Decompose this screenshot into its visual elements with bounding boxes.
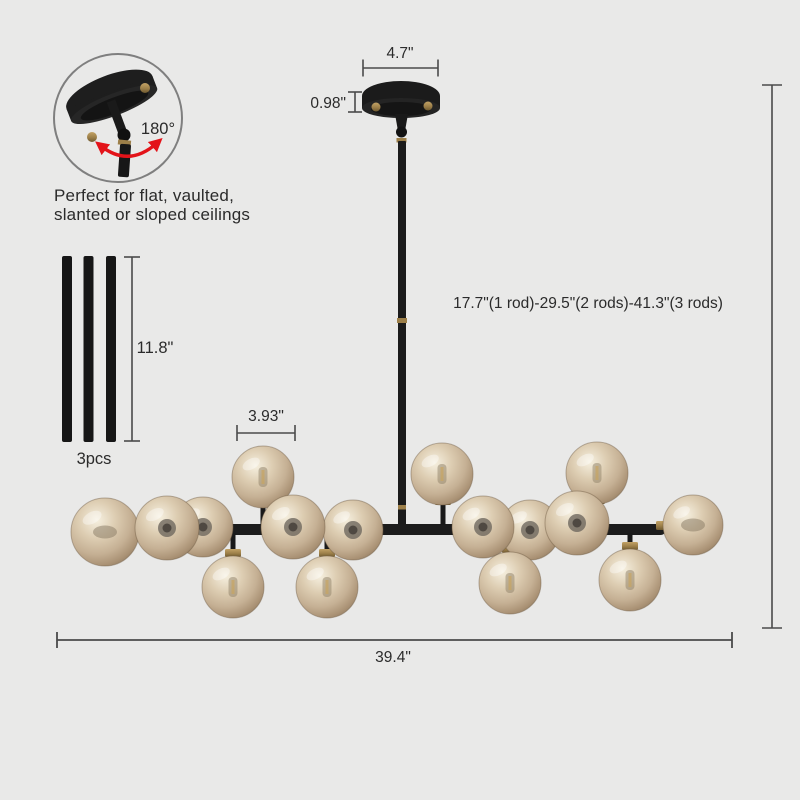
globe-stem (440, 498, 446, 525)
canopy-connector (395, 114, 408, 131)
glass-globes (70, 441, 724, 619)
glass-globe (662, 494, 724, 556)
glass-globe (478, 551, 542, 615)
glass-globe (544, 490, 610, 556)
callout-caption-line2: slanted or sloped ceilings (54, 205, 250, 224)
globe-diameter-label: 3.93" (248, 408, 284, 425)
chandelier-structure (128, 81, 670, 558)
canopy-screw-icon (371, 102, 381, 112)
swivel-rod (117, 143, 131, 178)
canopy-screw-icon (140, 83, 150, 93)
glass-globe (598, 548, 662, 612)
vertical-downrod (398, 141, 406, 525)
brass-socket (319, 549, 335, 557)
ceiling-canopy (362, 81, 440, 118)
rod-length-label: 11.8" (137, 339, 174, 357)
rod-count-label: 3pcs (77, 450, 112, 468)
swivel-detail-callout: 180° (53, 53, 183, 183)
glass-globe (410, 442, 474, 506)
canopy-screw-icon (423, 101, 433, 111)
brass-joint (397, 318, 407, 323)
fixture-width-dimension-line (56, 632, 733, 648)
brass-socket (622, 542, 638, 550)
glass-globe (451, 495, 515, 559)
globe-diameter-dimension-line (236, 425, 296, 441)
glass-globe (231, 445, 295, 509)
rod-length-dimension-line (124, 256, 140, 442)
downrods-detail: 11.8" 3pcs (62, 256, 174, 468)
downrod (106, 256, 116, 442)
canopy-screw-icon (87, 132, 97, 142)
canopy-width-label: 4.7" (386, 45, 413, 62)
globe-stem (230, 533, 236, 558)
canopy-width-dimension-line (362, 59, 439, 77)
globe-stem (324, 533, 330, 558)
glass-globe (295, 555, 359, 619)
downrod (83, 256, 94, 442)
overall-height-dimension-line (762, 84, 782, 629)
swivel-ball (396, 126, 407, 138)
glass-globe (565, 441, 629, 505)
rotation-arrow-icon (95, 138, 163, 158)
glass-globe (70, 497, 140, 567)
height-options-label: 17.7"(1 rod)-29.5"(2 rods)-41.3"(3 rods) (453, 295, 723, 312)
glass-globe (134, 495, 200, 561)
fixture-width-label: 39.4" (375, 649, 411, 666)
glass-globe (322, 499, 384, 561)
glass-globe (260, 494, 326, 560)
swivel-angle-label: 180° (141, 120, 175, 138)
brass-socket (225, 549, 241, 557)
canopy-height-label: 0.98" (310, 95, 346, 112)
canopy-height-dimension-line (348, 91, 362, 113)
glass-globe (201, 555, 265, 619)
glass-globe (499, 499, 561, 561)
downrod (62, 256, 72, 442)
callout-caption-line1: Perfect for flat, vaulted, (54, 186, 234, 205)
globe-stem (260, 500, 266, 525)
brass-joint (396, 138, 407, 143)
brass-joint (398, 505, 406, 510)
